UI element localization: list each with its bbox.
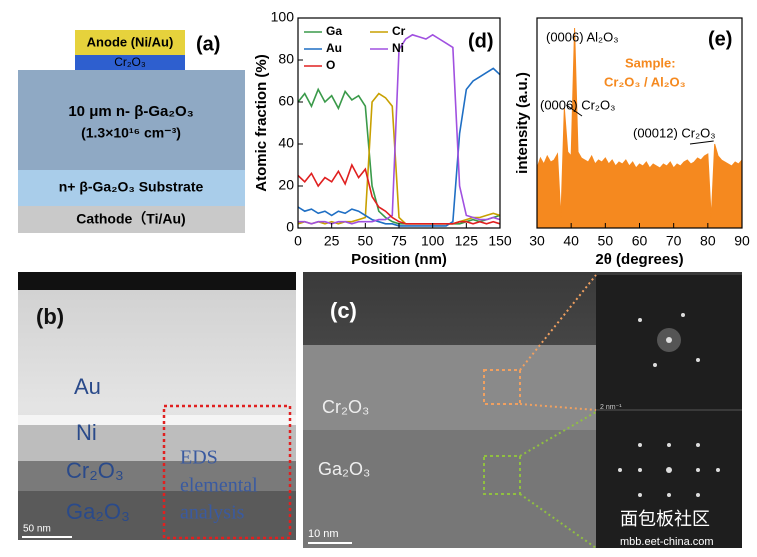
x-axis-label: 2θ (degrees) [595, 251, 683, 268]
legend-label: Au [326, 41, 342, 55]
layer-label: Cr₂O₃ [322, 397, 369, 417]
x-tick-label: 125 [455, 233, 479, 249]
substrate-layer [18, 170, 245, 206]
doping-label: (1.3×10¹⁶ cm⁻³) [81, 125, 181, 141]
x-tick-label: 75 [391, 233, 407, 249]
annotation-arrow [566, 104, 583, 117]
image-band [18, 415, 296, 425]
line [297, 163, 501, 225]
image-band [18, 272, 296, 290]
annotation: (00012) Cr₂O₃ [633, 125, 716, 140]
tem-image-c: (c) Cr₂O₃ Ga₂O₃ 2 nm⁻¹ 10 nm 面包板社区 mbb.e… [303, 272, 742, 549]
area [536, 27, 743, 229]
annotation: (0006) Al₂O₃ [546, 29, 618, 44]
x-tick-label: 150 [488, 233, 512, 249]
image-band [303, 430, 596, 548]
x-axis-label: Position (nm) [351, 251, 447, 268]
leader [519, 274, 597, 371]
y-tick-label: 60 [278, 93, 294, 109]
charts: 0 25 50 75 100 125 150 0 20 40 60 80 100 Position (nm… [253, 9, 750, 268]
roi [483, 455, 521, 495]
y-axis-label: Atomic fraction (%) [253, 54, 270, 192]
y-tick-label: 0 [286, 219, 294, 235]
cathode-layer [18, 206, 245, 233]
eds-label: analysis [180, 502, 245, 524]
image-band [18, 491, 296, 540]
x-tick-label: 50 [358, 233, 374, 249]
y-tick-label: 100 [271, 9, 295, 25]
watermark: 面包板社区 [620, 509, 710, 529]
sample-label: Cr₂O₃ / Al₂O₃ [604, 74, 686, 89]
line [297, 67, 501, 227]
panel-label: (b) [36, 304, 64, 329]
leader [519, 493, 597, 549]
x-tick-label: 40 [563, 233, 579, 249]
panel-label: (d) [468, 30, 494, 52]
legend-label: Ni [392, 41, 404, 55]
line [297, 87, 501, 225]
eds-label: EDS [180, 447, 218, 469]
watermark: mbb.eet-china.com [620, 536, 714, 548]
legend-label: Sample: [625, 55, 676, 70]
tem-image-b: (b) Au Ni Cr₂O₃ Ga₂O₃ EDS elemental anal… [18, 272, 296, 540]
schematic: Anode (Ni/Au) Cr₂O₃ 10 μm n- β-Ga₂O₃ (1.… [18, 30, 245, 233]
x-tick-label: 50 [598, 233, 614, 249]
line [297, 92, 501, 225]
eds-label: elemental [180, 475, 258, 497]
annotation-arrow [689, 140, 714, 145]
x-tick-label: 100 [421, 233, 445, 249]
cap-layer [75, 55, 185, 70]
x-tick-label: 60 [632, 233, 648, 249]
anode-layer [75, 30, 185, 55]
drift-label: 10 μm n- β-Ga₂O₃ [68, 103, 193, 120]
image-band [18, 461, 296, 491]
annotation: (0006) Cr₂O₃ [540, 97, 615, 112]
legend-label: Cr [392, 24, 406, 38]
scale-label: 10 nm [308, 528, 339, 540]
y-tick-label: 20 [278, 177, 294, 193]
drift-layer [18, 70, 245, 170]
cathode-label: Cathode（Ti/Au) [76, 211, 185, 227]
x-tick-label: 70 [666, 233, 682, 249]
layer-label: Au [74, 374, 101, 399]
image-band [303, 345, 596, 430]
scale-label: 50 nm [23, 524, 51, 535]
substrate-label: n+ β-Ga₂O₃ Substrate [59, 179, 204, 195]
y-tick-label: 40 [278, 135, 294, 151]
fft-scale: 2 nm⁻¹ [600, 404, 622, 411]
cap-label: Cr₂O₃ [114, 55, 146, 69]
layer-label: Ga₂O₃ [66, 499, 130, 524]
x-tick-label: 80 [700, 233, 716, 249]
legend-label: Ga [326, 24, 342, 38]
panel-label: (e) [708, 28, 732, 50]
x-tick-label: 30 [529, 233, 545, 249]
x-tick-label: 90 [734, 233, 750, 249]
x-tick-label: 25 [324, 233, 340, 249]
panel-label: (a) [196, 33, 220, 55]
y-tick-label: 80 [278, 51, 294, 67]
y-axis-label: intensity (a.u.) [514, 72, 531, 174]
layer-label: Cr₂O₃ [66, 458, 124, 483]
fft-inset [596, 275, 742, 548]
anode-label: Anode (Ni/Au) [87, 34, 174, 49]
x-tick-label: 0 [294, 233, 302, 249]
image-band [18, 425, 296, 461]
fft-spots [618, 313, 720, 497]
layer-label: Ga₂O₃ [318, 459, 370, 479]
eds-region [162, 404, 292, 540]
legend-label: O [326, 58, 335, 72]
panel-label: (c) [330, 298, 357, 323]
roi [483, 369, 521, 405]
layer-label: Ni [76, 420, 97, 445]
